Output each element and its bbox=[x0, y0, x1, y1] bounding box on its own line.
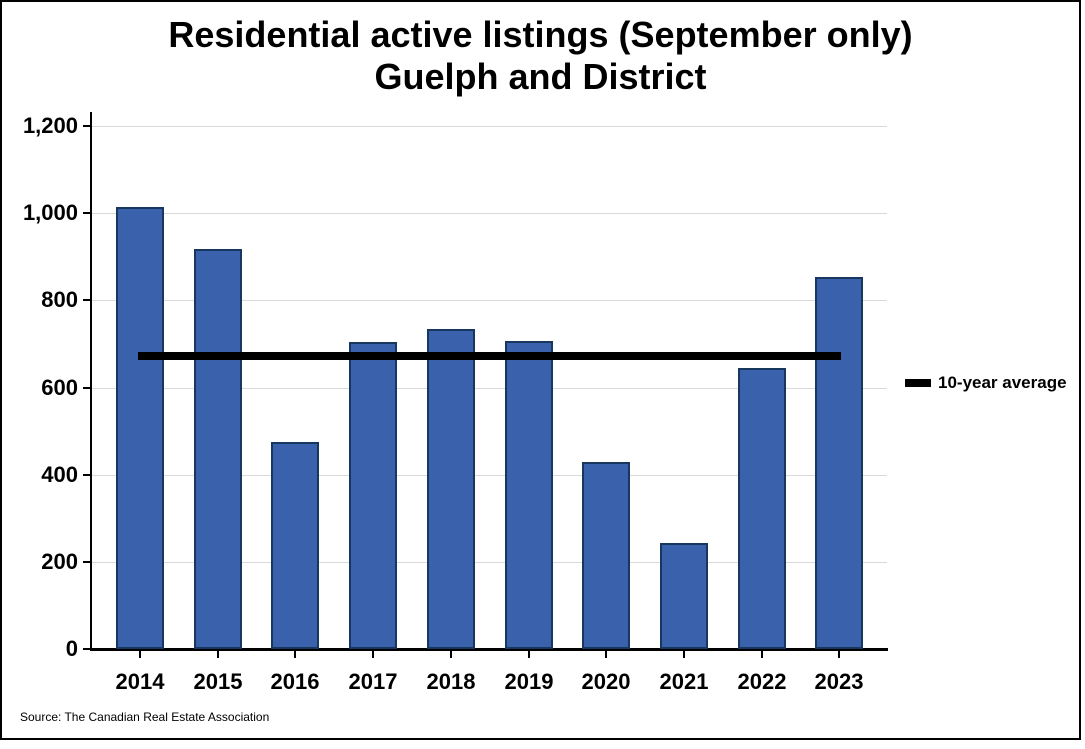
gridline-800 bbox=[91, 300, 887, 301]
gridline-200 bbox=[91, 562, 887, 563]
y-tick-label-600: 600 bbox=[41, 375, 78, 400]
x-axis-label-2017: 2017 bbox=[348, 669, 398, 694]
x-axis-label-2018: 2018 bbox=[426, 669, 476, 694]
ten-year-average-line bbox=[138, 352, 841, 360]
chart-title: Residential active listings (September o… bbox=[0, 14, 1081, 98]
average-line-legend-marker-icon bbox=[905, 379, 931, 387]
x-tick-2017 bbox=[372, 651, 374, 658]
y-tick-label-1200: 1,200 bbox=[22, 113, 78, 138]
y-tick-800 bbox=[83, 299, 91, 301]
y-tick-1000 bbox=[83, 212, 91, 214]
x-tick-2020 bbox=[605, 651, 607, 658]
source-note: Source: The Canadian Real Estate Associa… bbox=[20, 710, 270, 724]
x-axis-label-2023: 2023 bbox=[814, 669, 864, 694]
x-axis-label-2014: 2014 bbox=[115, 669, 165, 694]
x-tick-2021 bbox=[683, 651, 685, 658]
x-tick-2014 bbox=[139, 651, 141, 658]
y-tick-label-400: 400 bbox=[41, 462, 78, 487]
x-axis-label-2020: 2020 bbox=[581, 669, 631, 694]
x-tick-2023 bbox=[838, 651, 840, 658]
x-axis-label-2019: 2019 bbox=[504, 669, 554, 694]
bar-2022 bbox=[738, 368, 786, 649]
y-tick-600 bbox=[83, 387, 91, 389]
y-tick-label-0: 0 bbox=[65, 636, 78, 661]
gridline-600 bbox=[91, 388, 887, 389]
y-tick-label-1000: 1,000 bbox=[22, 200, 78, 225]
y-tick-label-200: 200 bbox=[41, 549, 78, 574]
bar-2021 bbox=[660, 543, 708, 649]
gridline-1200 bbox=[91, 126, 887, 127]
gridline-1000 bbox=[91, 213, 887, 214]
legend-label: 10-year average bbox=[938, 373, 1067, 392]
x-axis-line bbox=[90, 648, 888, 651]
y-tick-200 bbox=[83, 561, 91, 563]
bar-2015 bbox=[194, 249, 242, 649]
chart-title-line2: Guelph and District bbox=[374, 56, 707, 97]
x-tick-2018 bbox=[450, 651, 452, 658]
y-tick-1200 bbox=[83, 125, 91, 127]
y-tick-0 bbox=[83, 648, 91, 650]
x-axis-label-2022: 2022 bbox=[737, 669, 787, 694]
bar-2016 bbox=[271, 442, 319, 649]
bar-2017 bbox=[349, 342, 397, 649]
y-axis-line bbox=[90, 112, 92, 651]
x-axis-label-2016: 2016 bbox=[270, 669, 320, 694]
gridline-400 bbox=[91, 475, 887, 476]
x-tick-2019 bbox=[528, 651, 530, 658]
bar-2018 bbox=[427, 329, 475, 649]
x-tick-2015 bbox=[217, 651, 219, 658]
y-tick-label-800: 800 bbox=[41, 287, 78, 312]
bar-2014 bbox=[116, 207, 164, 649]
chart-title-line1: Residential active listings (September o… bbox=[168, 14, 913, 55]
x-axis-label-2015: 2015 bbox=[193, 669, 243, 694]
y-tick-400 bbox=[83, 474, 91, 476]
bar-2020 bbox=[582, 462, 630, 649]
bar-2023 bbox=[815, 277, 863, 649]
x-tick-2022 bbox=[761, 651, 763, 658]
x-tick-2016 bbox=[294, 651, 296, 658]
bar-2019 bbox=[505, 341, 553, 649]
x-axis-label-2021: 2021 bbox=[659, 669, 709, 694]
